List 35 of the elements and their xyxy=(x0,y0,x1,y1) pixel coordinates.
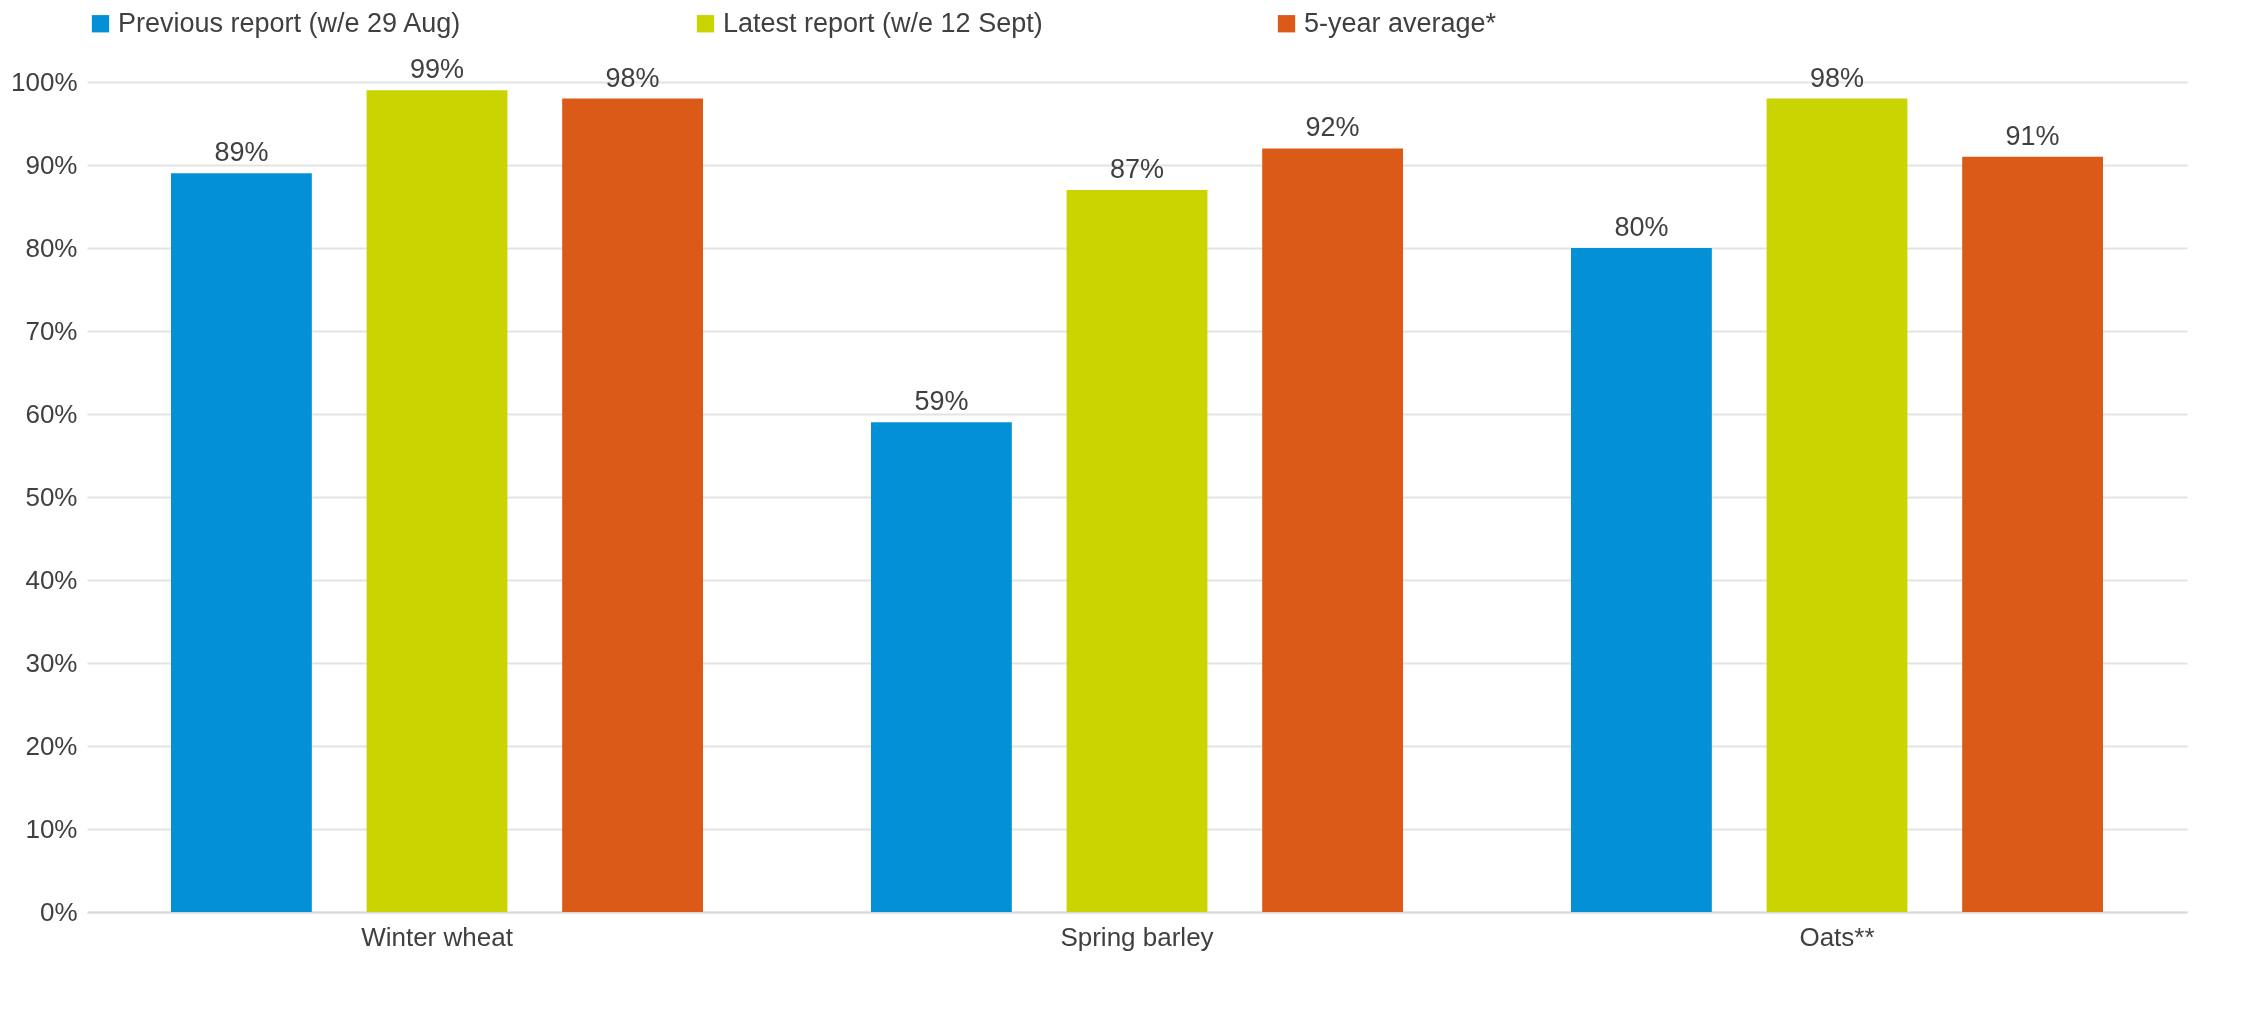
legend-label: Previous report (w/e 29 Aug) xyxy=(118,7,461,38)
data-label: 98% xyxy=(1809,62,1865,93)
bar xyxy=(1066,189,1208,912)
x-tick-label: Oats** xyxy=(1799,921,1875,952)
y-tick-label: 30% xyxy=(25,647,78,678)
y-tick-label: 90% xyxy=(25,149,78,180)
data-label: 98% xyxy=(605,62,660,93)
y-tick-label: 10% xyxy=(25,813,78,844)
y-tick-label: 60% xyxy=(25,398,78,429)
x-tick-label: Winter wheat xyxy=(361,921,514,952)
y-tick-label: 0% xyxy=(39,896,78,927)
data-label: 91% xyxy=(2005,120,2060,151)
bar xyxy=(1962,156,2103,912)
data-label: 87% xyxy=(1109,153,1165,184)
data-label: 59% xyxy=(914,386,969,417)
bar xyxy=(1262,148,1403,912)
data-label: 80% xyxy=(1614,212,1669,242)
bar xyxy=(366,90,508,912)
bar xyxy=(171,173,312,912)
y-tick-label: 40% xyxy=(25,564,78,595)
x-tick-label: Spring barley xyxy=(1060,921,1214,952)
legend-label: 5-year average* xyxy=(1304,7,1497,38)
data-label: 89% xyxy=(214,137,269,168)
data-label: 99% xyxy=(409,54,465,85)
y-tick-label: 50% xyxy=(25,481,78,512)
y-tick-label: 70% xyxy=(25,315,78,346)
y-tick-label: 100% xyxy=(11,66,78,97)
bar xyxy=(562,98,703,912)
data-label: 92% xyxy=(1305,112,1360,143)
bar xyxy=(871,422,1012,912)
bar xyxy=(1571,248,1712,912)
legend-label: Latest report (w/e 12 Sept) xyxy=(723,7,1043,38)
y-tick-label: 20% xyxy=(25,730,78,761)
bar xyxy=(1766,98,1908,912)
y-tick-label: 80% xyxy=(25,232,78,263)
